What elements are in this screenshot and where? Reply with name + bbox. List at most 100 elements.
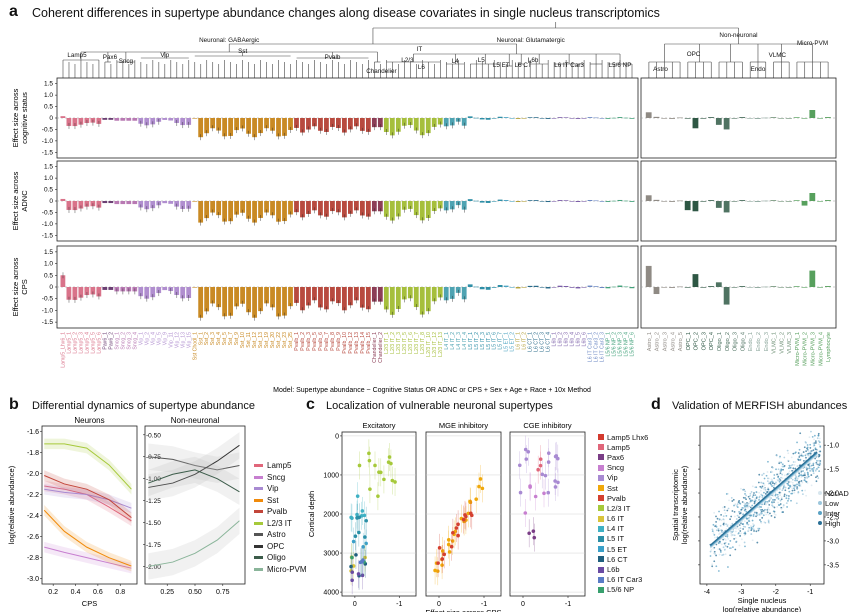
data-point	[760, 522, 763, 524]
data-point	[722, 515, 725, 518]
x-label: L5 ET_1	[504, 332, 510, 352]
data-point	[790, 485, 793, 488]
data-point	[765, 503, 767, 506]
confidence-band	[44, 483, 132, 514]
x-tick-label: 0.8	[115, 589, 125, 596]
bar	[330, 287, 335, 302]
legend-swatch	[254, 567, 263, 571]
legend-label: Sst	[267, 495, 279, 505]
x-label: Vip_11	[168, 332, 174, 348]
y-axis-label: Spatial transcriptomic log(relative abund…	[671, 465, 689, 544]
data-point	[715, 565, 718, 568]
data-point	[769, 512, 771, 515]
data-point	[778, 491, 781, 494]
y-tick-label: -1.6	[27, 429, 39, 436]
y-tick-label: -1.0	[42, 221, 54, 228]
data-point	[474, 497, 479, 501]
data-point	[816, 459, 818, 462]
data-point	[769, 498, 772, 501]
data-point	[766, 471, 769, 473]
data-point	[732, 530, 735, 533]
x-tick-label: 0.50	[188, 589, 202, 596]
x-label: OPC_1	[686, 332, 692, 350]
bar	[762, 200, 769, 202]
data-point	[744, 490, 747, 493]
tree-label: L5 ET	[493, 62, 510, 69]
subplot-title: Non-neuronal	[171, 416, 220, 425]
bar	[569, 201, 575, 202]
bar	[700, 287, 707, 288]
bar	[575, 118, 581, 119]
bar	[425, 201, 431, 218]
data-point	[798, 472, 801, 475]
data-point	[778, 478, 781, 480]
regression-line	[709, 451, 818, 546]
data-point	[783, 493, 786, 496]
data-point	[794, 484, 797, 487]
data-point	[803, 446, 806, 449]
x-axis-label: log(relative abundance)	[723, 605, 802, 612]
trend-line	[44, 488, 132, 509]
data-point	[772, 486, 775, 489]
data-point	[771, 503, 774, 505]
data-point	[750, 533, 753, 535]
trend-line	[44, 475, 132, 519]
tree-label: Micro-PVM	[797, 40, 828, 47]
data-point	[787, 499, 789, 502]
x-label: Lamp5_2	[72, 332, 78, 354]
data-point	[733, 534, 736, 537]
y-tick-label: 0	[49, 115, 53, 122]
row-label-line: Effect size across	[11, 171, 20, 230]
data-point	[743, 502, 746, 504]
data-point	[723, 537, 726, 540]
x-label: Vip_9	[162, 332, 168, 345]
bar	[731, 118, 738, 119]
x-label: Oligo_3	[733, 332, 739, 351]
data-point	[756, 501, 759, 503]
data-point	[760, 481, 763, 484]
data-point	[726, 525, 729, 527]
data-point	[440, 549, 445, 553]
bar	[509, 287, 515, 288]
data-point	[804, 480, 807, 483]
data-point	[382, 477, 386, 482]
bar	[312, 287, 317, 301]
bar	[174, 287, 180, 295]
bar	[336, 201, 341, 213]
data-point	[791, 489, 794, 492]
data-point	[718, 518, 721, 521]
subplot-title: CGE inhibitory	[523, 421, 572, 430]
bar	[78, 118, 84, 125]
data-point	[363, 535, 367, 539]
legend-swatch	[598, 505, 604, 512]
trend-line	[44, 443, 132, 490]
legend-swatch	[598, 525, 604, 532]
bar	[754, 201, 761, 202]
bar	[377, 118, 383, 128]
x-label: Oligo_4	[740, 332, 746, 351]
panel-b-letter: b	[9, 396, 19, 413]
y-tick-label: -1.75	[146, 542, 161, 549]
y-axis-label-line: log(relative abundance)	[680, 465, 689, 544]
bar	[180, 287, 186, 299]
x-label: Vip_13	[180, 332, 186, 348]
data-point	[360, 573, 365, 578]
bar	[144, 287, 150, 299]
bar	[252, 118, 257, 138]
data-point	[787, 467, 790, 470]
data-point	[792, 452, 795, 455]
bar	[715, 118, 722, 125]
bar	[216, 118, 222, 131]
data-point	[806, 446, 809, 449]
bar	[324, 118, 329, 132]
data-point	[720, 519, 723, 522]
bar	[102, 287, 108, 290]
x-label: L5 IT_2	[474, 332, 480, 350]
bar	[401, 118, 407, 126]
data-point	[803, 459, 805, 462]
x-tick-label: 0.2	[48, 589, 58, 596]
legend-item: Pax6	[598, 452, 648, 462]
data-point	[717, 529, 720, 532]
x-label: L2/3 IT_12	[432, 332, 438, 357]
data-point	[731, 546, 734, 549]
